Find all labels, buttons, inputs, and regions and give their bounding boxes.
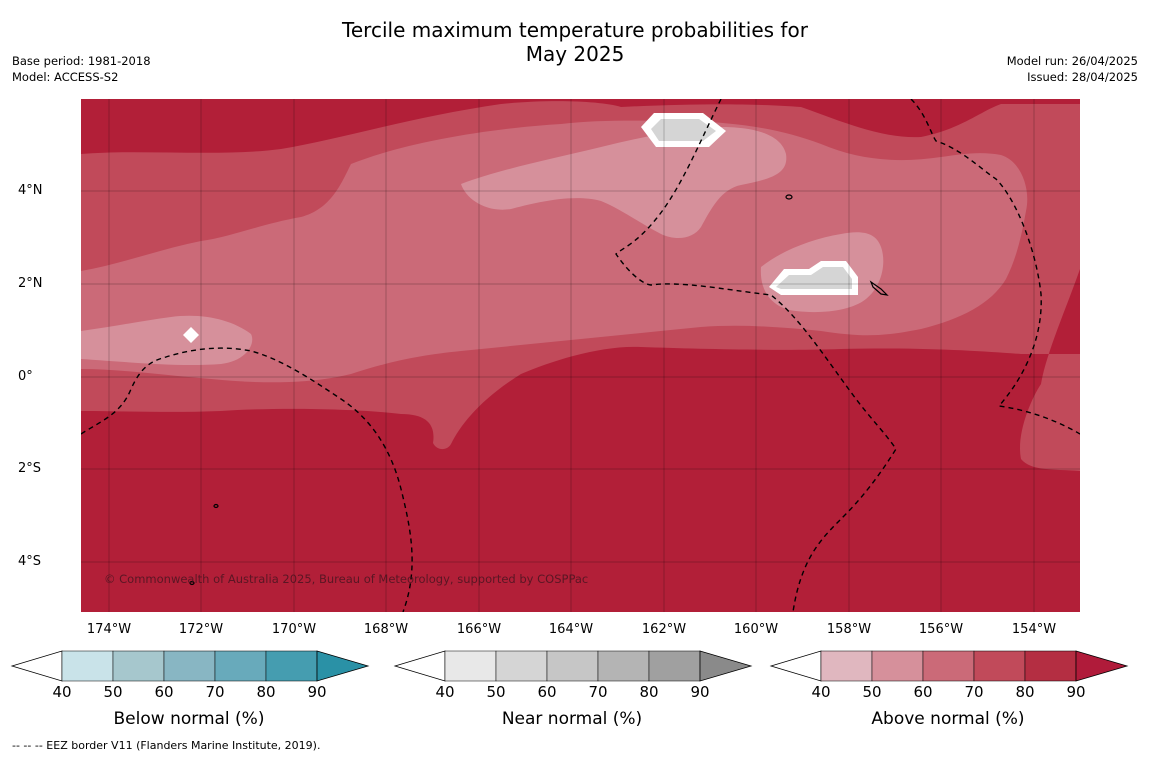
chart-title: Tercile maximum temperature probabilitie… xyxy=(0,18,1150,66)
colorbar-below-lower-extension xyxy=(10,650,63,682)
map-copyright: © Commonwealth of Australia 2025, Bureau… xyxy=(104,572,589,586)
colorbar-near-bin-70 xyxy=(546,650,599,682)
colorbar-below-tick: 60 xyxy=(154,683,174,701)
x-tick: 162°W xyxy=(641,622,687,637)
colorbar-above-tick: 80 xyxy=(1015,683,1035,701)
colorbar-below-bin-50 xyxy=(61,650,114,682)
colorbar-above-tick: 40 xyxy=(811,683,831,701)
x-tick: 172°W xyxy=(178,622,224,637)
colorbar-below-bin-90 xyxy=(265,650,318,682)
colorbar-below-bin-60 xyxy=(112,650,165,682)
issued-date: Issued: 28/04/2025 xyxy=(1027,70,1138,84)
colorbar-below-tick: 50 xyxy=(103,683,123,701)
colorbar-near-bin-80 xyxy=(597,650,650,682)
x-tick: 158°W xyxy=(826,622,872,637)
colorbar-near-label: Near normal (%) xyxy=(501,709,643,729)
colorbar-near-tick: 60 xyxy=(537,683,557,701)
colorbar-above-bin-80 xyxy=(973,650,1026,682)
above-70-region xyxy=(81,120,1028,383)
near-normal-west-diamond xyxy=(183,327,199,343)
meta-right: Model run: 26/04/2025 Issued: 28/04/2025 xyxy=(1007,53,1138,85)
above-60-region-north xyxy=(461,127,787,239)
colorbar-above-tick: 50 xyxy=(862,683,882,701)
colorbar-above-label: Above normal (%) xyxy=(871,709,1025,729)
colorbar-near-tick: 40 xyxy=(435,683,455,701)
near-normal-east-core xyxy=(776,267,852,289)
colorbar-above-tick: 70 xyxy=(964,683,984,701)
colorbar-near-tick: 90 xyxy=(690,683,710,701)
map-panel xyxy=(81,99,1080,612)
colorbar-near-upper-extension xyxy=(699,650,753,682)
y-tick: 4°S xyxy=(18,554,42,569)
colorbar-above-bin-90 xyxy=(1024,650,1077,682)
island-outlines xyxy=(189,194,889,586)
colorbar-near-bin-50 xyxy=(444,650,497,682)
near-normal-north-core xyxy=(651,119,716,141)
x-tick: 166°W xyxy=(456,622,502,637)
y-tick: 0° xyxy=(18,369,33,384)
x-tick: 156°W xyxy=(918,622,964,637)
colorbar-near-normal xyxy=(393,650,753,682)
title-line-2: May 2025 xyxy=(525,42,625,66)
base-period: Base period: 1981-2018 xyxy=(12,54,151,68)
x-tick: 170°W xyxy=(271,622,317,637)
grid-lines xyxy=(81,99,1080,612)
y-tick: 2°N xyxy=(18,276,43,291)
colorbar-above-bin-60 xyxy=(871,650,924,682)
colorbar-below-tick: 80 xyxy=(256,683,276,701)
colorbar-below-bin-80 xyxy=(214,650,267,682)
model-name: Model: ACCESS-S2 xyxy=(12,70,119,84)
colorbar-near-bin-60 xyxy=(495,650,548,682)
colorbar-below-tick: 40 xyxy=(52,683,72,701)
colorbar-below-tick: 70 xyxy=(205,683,225,701)
colorbar-below-bin-70 xyxy=(163,650,216,682)
eez-borders xyxy=(81,99,1080,612)
colorbar-above-tick: 60 xyxy=(913,683,933,701)
colorbar-above-upper-extension xyxy=(1075,650,1129,682)
colorbar-below-normal xyxy=(10,650,370,682)
colorbar-above-lower-extension xyxy=(769,650,822,682)
colorbar-below-upper-extension xyxy=(316,650,370,682)
eez-footnote: -- -- -- EEZ border V11 (Flanders Marine… xyxy=(12,739,321,752)
above-60-region xyxy=(81,315,253,366)
colorbar-near-bin-90 xyxy=(648,650,701,682)
title-line-1: Tercile maximum temperature probabilitie… xyxy=(342,18,808,42)
probability-map xyxy=(81,99,1080,612)
x-tick: 160°W xyxy=(733,622,779,637)
colorbar-above-bin-70 xyxy=(922,650,975,682)
colorbar-near-tick: 70 xyxy=(588,683,608,701)
y-tick: 4°N xyxy=(18,183,43,198)
y-tick: 2°S xyxy=(18,461,42,476)
colorbar-near-lower-extension xyxy=(393,650,446,682)
colorbar-near-tick: 50 xyxy=(486,683,506,701)
x-tick: 168°W xyxy=(363,622,409,637)
meta-left: Base period: 1981-2018 Model: ACCESS-S2 xyxy=(12,53,151,85)
x-tick: 154°W xyxy=(1011,622,1057,637)
colorbar-below-tick: 90 xyxy=(307,683,327,701)
colorbar-near-tick: 80 xyxy=(639,683,659,701)
colorbar-above-tick: 90 xyxy=(1066,683,1086,701)
model-run: Model run: 26/04/2025 xyxy=(1006,54,1138,68)
colorbar-below-label: Below normal (%) xyxy=(113,709,265,729)
x-tick: 164°W xyxy=(548,622,594,637)
colorbar-above-bin-50 xyxy=(820,650,873,682)
x-tick: 174°W xyxy=(86,622,132,637)
colorbar-above-normal xyxy=(769,650,1129,682)
